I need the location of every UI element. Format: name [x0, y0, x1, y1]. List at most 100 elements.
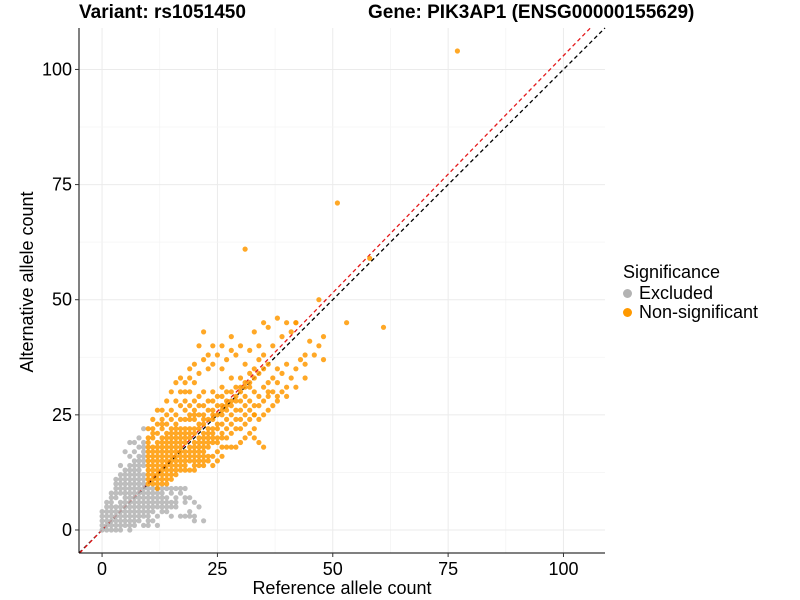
- data-point-non-significant: [210, 398, 216, 404]
- data-point-non-significant: [154, 485, 160, 492]
- data-point-non-significant: [251, 435, 257, 441]
- data-point-non-significant: [219, 421, 225, 427]
- data-point-excluded: [182, 485, 188, 492]
- data-point-excluded: [122, 522, 128, 529]
- y-tick-label: 100: [42, 59, 72, 79]
- data-point-excluded: [108, 527, 114, 533]
- y-tick-label: 25: [52, 405, 72, 425]
- data-point-excluded: [136, 495, 142, 501]
- data-point-excluded: [145, 513, 151, 519]
- data-point-non-significant: [274, 380, 280, 386]
- data-point-non-significant: [205, 416, 211, 422]
- data-point-non-significant: [173, 444, 179, 450]
- data-point-non-significant: [210, 361, 216, 367]
- data-point-non-significant: [219, 407, 225, 413]
- data-point-non-significant: [177, 467, 184, 473]
- data-point-non-significant: [196, 343, 202, 349]
- data-point-non-significant: [177, 458, 184, 464]
- legend-item-non-significant: Non-significant: [623, 303, 758, 322]
- data-point-non-significant: [274, 315, 280, 321]
- data-point-non-significant: [164, 472, 170, 478]
- data-point-non-significant: [154, 439, 160, 446]
- data-point-excluded: [150, 499, 156, 505]
- data-point-non-significant: [168, 462, 174, 469]
- data-point-excluded: [159, 499, 165, 505]
- data-point-non-significant: [214, 412, 220, 418]
- data-point-non-significant: [242, 246, 248, 252]
- data-point-excluded: [104, 518, 110, 524]
- data-point-excluded: [141, 458, 147, 464]
- data-point-excluded: [131, 462, 137, 469]
- tick-labels: 0 25 50 75 100 0 25 50 75 100: [42, 59, 579, 579]
- data-point-non-significant: [261, 320, 267, 326]
- data-point-non-significant: [237, 343, 244, 349]
- data-point-non-significant: [251, 366, 257, 372]
- data-point-non-significant: [196, 458, 202, 464]
- data-point-non-significant: [242, 435, 248, 441]
- data-point-non-significant: [201, 439, 207, 446]
- data-point-non-significant: [237, 426, 244, 432]
- data-point-excluded: [113, 504, 119, 510]
- legend-key-excluded: [623, 289, 632, 298]
- data-point-non-significant: [256, 393, 262, 399]
- data-point-non-significant: [261, 444, 267, 450]
- data-point-excluded: [168, 499, 174, 505]
- data-point-excluded: [113, 481, 119, 487]
- data-point-excluded: [136, 462, 142, 469]
- data-point-non-significant: [150, 435, 156, 441]
- data-point-non-significant: [201, 458, 207, 464]
- data-point-excluded: [127, 509, 133, 515]
- data-point-non-significant: [159, 444, 165, 450]
- data-point-non-significant: [261, 366, 267, 372]
- data-point-excluded: [177, 485, 184, 492]
- data-point-non-significant: [196, 412, 202, 418]
- data-point-non-significant: [154, 449, 160, 455]
- data-point-non-significant: [228, 403, 234, 409]
- data-point-excluded: [145, 522, 151, 529]
- data-point-non-significant: [187, 426, 193, 432]
- data-point-non-significant: [164, 435, 170, 441]
- data-point-excluded: [136, 476, 142, 482]
- data-point-non-significant: [214, 435, 220, 441]
- data-point-non-significant: [159, 421, 165, 427]
- data-point-excluded: [145, 509, 151, 515]
- data-point-excluded: [136, 453, 142, 459]
- data-point-excluded: [150, 495, 156, 501]
- data-point-non-significant: [265, 361, 271, 367]
- data-point-non-significant: [261, 412, 267, 418]
- data-point-non-significant: [145, 472, 151, 478]
- data-point-non-significant: [182, 430, 188, 436]
- data-point-non-significant: [293, 366, 299, 372]
- x-tick-label: 75: [438, 559, 458, 579]
- y-tick-label: 75: [52, 175, 72, 195]
- data-point-excluded: [141, 485, 147, 492]
- data-point-non-significant: [214, 393, 220, 399]
- data-point-non-significant: [237, 398, 244, 404]
- data-point-non-significant: [265, 407, 271, 413]
- data-point-non-significant: [164, 453, 170, 459]
- x-tick-label: 100: [548, 559, 578, 579]
- data-point-non-significant: [205, 430, 211, 436]
- data-point-non-significant: [164, 398, 170, 404]
- data-point-excluded: [122, 467, 128, 473]
- data-point-non-significant: [261, 384, 267, 390]
- data-point-non-significant: [164, 458, 170, 464]
- data-point-non-significant: [159, 439, 165, 446]
- data-point-non-significant: [214, 449, 220, 455]
- data-point-excluded: [164, 504, 170, 510]
- data-point-non-significant: [150, 472, 156, 478]
- data-point-excluded: [127, 513, 133, 519]
- data-point-non-significant: [182, 467, 188, 473]
- data-point-non-significant: [168, 389, 174, 395]
- chart-title-variant: Variant: rs1051450: [79, 2, 246, 23]
- data-point-excluded: [145, 499, 151, 505]
- data-point-non-significant: [168, 476, 174, 482]
- data-point-non-significant: [261, 352, 267, 358]
- data-point-excluded: [127, 495, 133, 501]
- data-point-non-significant: [191, 416, 197, 422]
- data-point-non-significant: [177, 403, 184, 409]
- data-point-excluded: [122, 481, 128, 487]
- data-point-excluded: [141, 439, 147, 446]
- data-point-excluded: [136, 490, 142, 496]
- data-point-non-significant: [214, 439, 220, 446]
